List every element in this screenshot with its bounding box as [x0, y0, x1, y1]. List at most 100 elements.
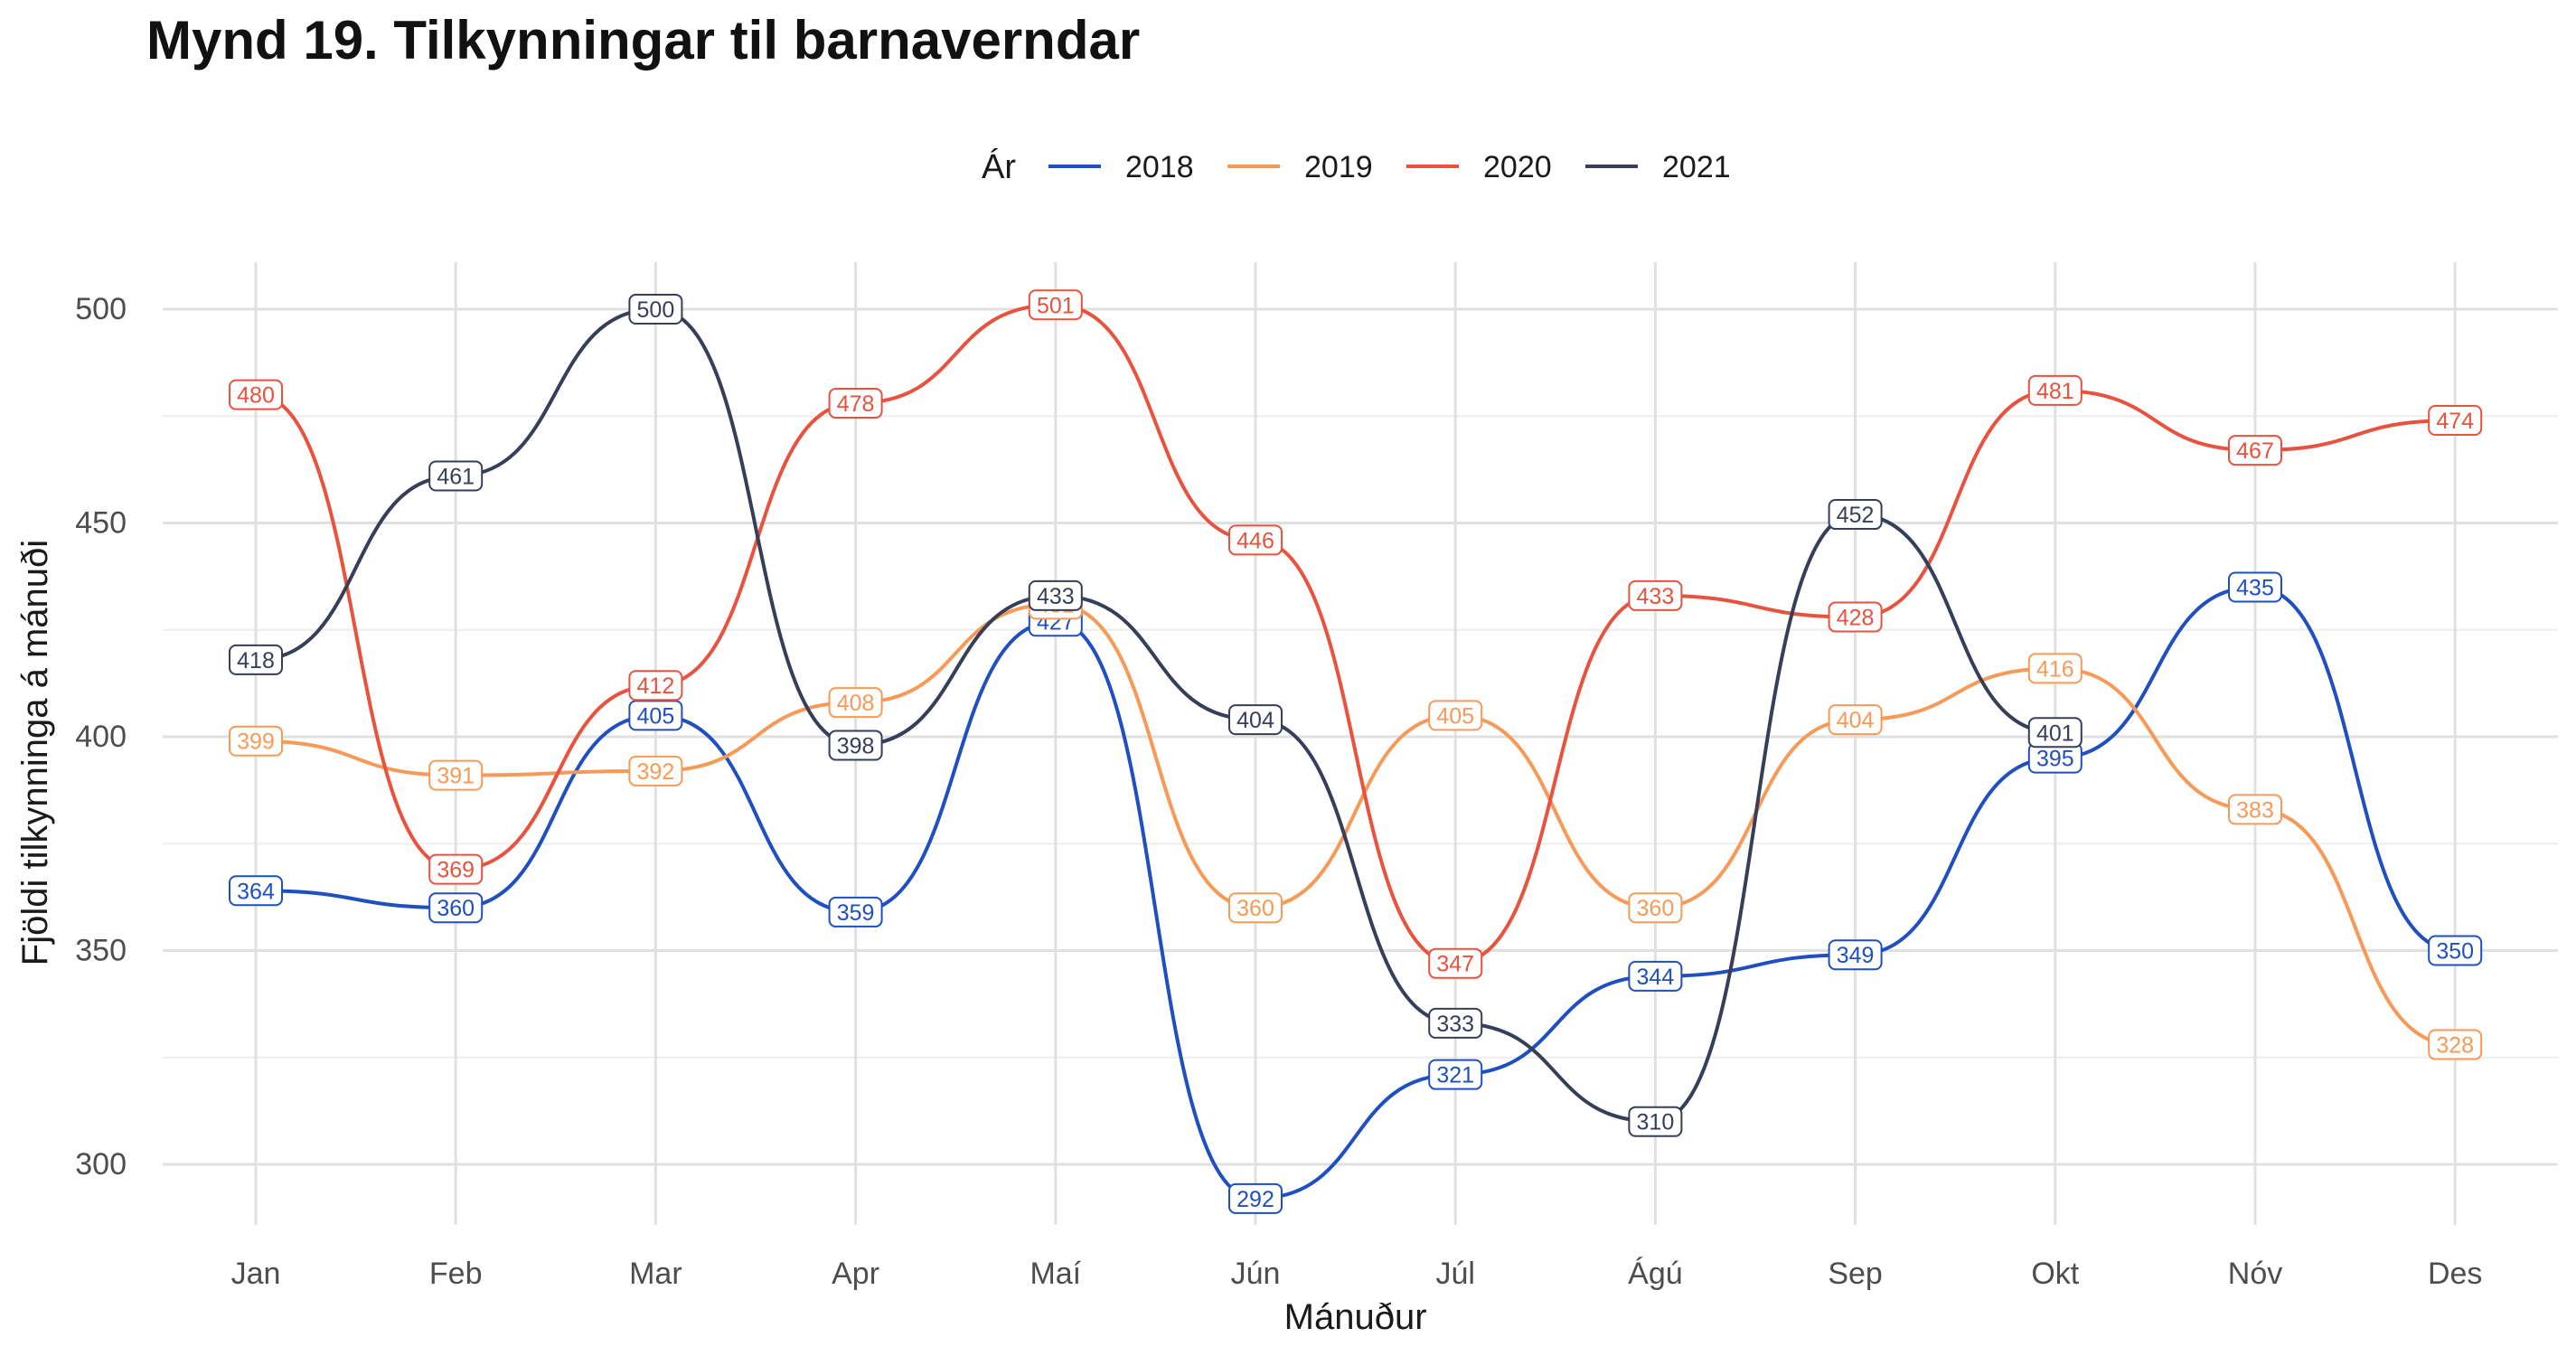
data-label-2021: 398: [830, 730, 882, 759]
data-label-2019: 404: [1829, 705, 1882, 734]
data-label-value: 501: [1037, 293, 1075, 318]
data-label-2018: 364: [230, 876, 282, 905]
legend-label: 2019: [1304, 150, 1373, 184]
x-axis-title: Mánuður: [1284, 1297, 1427, 1337]
data-label-value: 321: [1436, 1063, 1474, 1088]
data-label-value: 405: [637, 703, 675, 729]
grid-layer: [163, 262, 2558, 1225]
data-label-value: 391: [437, 764, 475, 789]
data-label-value: 344: [1637, 965, 1675, 990]
y-tick-label: 450: [75, 506, 127, 541]
data-label-2018: 349: [1829, 940, 1882, 969]
series-lines: [256, 305, 2455, 1199]
data-label-value: 428: [1837, 606, 1875, 631]
data-label-value: 350: [2436, 939, 2474, 965]
x-tick-label: Ágú: [1628, 1257, 1683, 1291]
data-label-2020: 474: [2429, 406, 2481, 435]
data-label-value: 369: [437, 858, 475, 883]
legend-entry-2018: 2018: [1048, 150, 1194, 184]
data-label-2018: 292: [1229, 1184, 1282, 1213]
data-label-2021: 401: [2029, 718, 2082, 747]
legend-entry-2020: 2020: [1406, 150, 1552, 184]
data-label-value: 461: [437, 464, 475, 489]
data-label-2018: 359: [830, 898, 882, 927]
data-label-2018: 321: [1429, 1060, 1481, 1089]
data-label-2020: 369: [429, 855, 482, 884]
data-label-value: 349: [1837, 943, 1875, 968]
data-label-value: 292: [1236, 1187, 1274, 1212]
data-label-value: 452: [1837, 503, 1875, 528]
series-line-2021: [256, 309, 2055, 1122]
data-label-2019: 408: [830, 688, 882, 717]
y-tick-label: 500: [75, 292, 127, 326]
legend-entry-2019: 2019: [1227, 150, 1373, 184]
data-label-2019: 391: [429, 761, 482, 790]
axis-layer: 300350400450500Jan Feb Mar Apr Maí Jún Júl Ágú S…: [15, 292, 2482, 1337]
series-line-2019: [256, 604, 2455, 1044]
data-label-value: 467: [2236, 438, 2274, 464]
x-tick-label: Sep: [1828, 1257, 1883, 1291]
data-label-2018: 405: [629, 701, 682, 730]
x-tick-label: Apr: [832, 1257, 879, 1291]
data-label-value: 359: [837, 900, 875, 926]
data-label-2020: 446: [1229, 525, 1282, 554]
x-tick-label: Jún: [1231, 1257, 1281, 1291]
data-label-2021: 333: [1429, 1009, 1481, 1038]
legend-entry-2021: 2021: [1585, 150, 1731, 184]
data-label-value: 416: [2036, 656, 2074, 682]
data-label-2019: 405: [1429, 701, 1481, 730]
legend-label: 2020: [1483, 150, 1552, 184]
data-label-value: 360: [1236, 896, 1274, 921]
data-label-2021: 433: [1029, 581, 1082, 610]
x-tick-label: Maí: [1029, 1257, 1081, 1291]
data-label-2018: 350: [2429, 937, 2481, 965]
y-tick-label: 350: [75, 934, 127, 968]
data-label-value: 347: [1436, 952, 1474, 977]
x-tick-label: Feb: [429, 1257, 483, 1291]
legend-label: 2021: [1662, 150, 1731, 184]
x-tick-label: Des: [2428, 1257, 2482, 1291]
data-label-2021: 452: [1829, 500, 1882, 529]
data-label-value: 446: [1236, 528, 1274, 553]
data-label-value: 399: [237, 730, 275, 755]
data-label-value: 435: [2236, 575, 2274, 600]
data-label-2018: 395: [2029, 744, 2082, 773]
data-label-2021: 500: [629, 295, 682, 324]
data-label-2018: 360: [429, 893, 482, 922]
data-label-2019: 360: [1229, 893, 1282, 922]
data-label-2019: 328: [2429, 1031, 2481, 1059]
data-label-2019: 360: [1629, 893, 1681, 922]
data-label-2020: 481: [2029, 376, 2082, 405]
data-label-2019: 399: [230, 727, 282, 756]
data-label-value: 395: [2036, 747, 2074, 772]
data-label-2018: 344: [1629, 962, 1681, 991]
data-label-value: 478: [837, 391, 875, 417]
data-label-2020: 433: [1629, 581, 1681, 610]
data-label-2020: 428: [1829, 603, 1882, 632]
data-label-value: 364: [237, 879, 275, 904]
data-label-2021: 310: [1629, 1107, 1681, 1136]
legend: Ár 2018 2019 2020 2021: [982, 147, 1731, 186]
data-label-value: 405: [1436, 703, 1474, 729]
data-label-value: 392: [637, 759, 675, 785]
y-tick-label: 300: [75, 1147, 127, 1182]
data-label-value: 401: [2036, 720, 2074, 746]
x-tick-label: Nóv: [2228, 1257, 2282, 1291]
data-label-value: 360: [437, 896, 475, 921]
data-label-value: 398: [837, 733, 875, 758]
series-line-2018: [256, 587, 2455, 1198]
x-tick-label: Okt: [2031, 1257, 2079, 1291]
data-label-value: 433: [1037, 584, 1075, 609]
data-label-2020: 480: [230, 381, 282, 410]
x-tick-label: Mar: [629, 1257, 682, 1291]
legend-title: Ár: [982, 147, 1016, 186]
data-label-2020: 501: [1029, 290, 1082, 319]
data-label-value: 383: [2236, 797, 2274, 823]
data-label-value: 500: [637, 297, 675, 323]
data-label-2020: 478: [830, 389, 882, 418]
data-label-2018: 435: [2229, 572, 2281, 601]
data-label-2021: 418: [230, 645, 282, 674]
data-label-2020: 347: [1429, 949, 1481, 978]
data-label-value: 360: [1637, 896, 1675, 921]
